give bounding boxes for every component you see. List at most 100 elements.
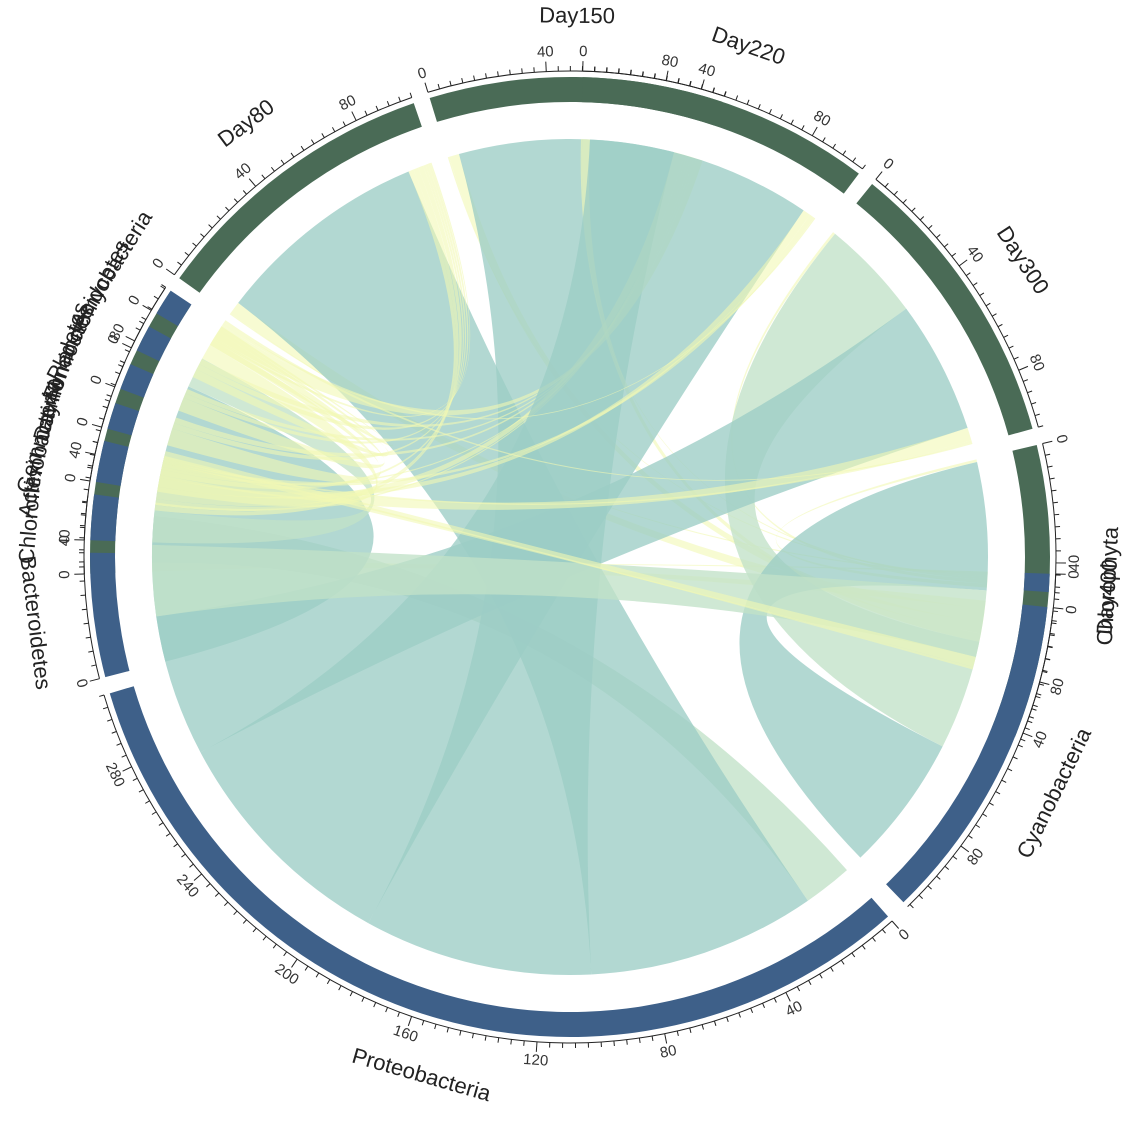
minor-tick [316, 973, 319, 977]
major-tick [90, 679, 100, 682]
minor-tick [1050, 478, 1055, 479]
taxon-label-proteobacteria: Proteobacteria [349, 1043, 494, 1107]
minor-tick [980, 293, 984, 296]
minor-tick [224, 902, 228, 906]
tick-label: 0 [1066, 570, 1083, 579]
minor-tick [87, 467, 92, 468]
minor-tick [882, 929, 885, 933]
minor-tick [111, 383, 116, 385]
tick-label: 120 [523, 1051, 549, 1070]
minor-tick [96, 430, 101, 431]
minor-tick [93, 441, 98, 442]
major-tick [959, 260, 967, 266]
minor-tick [474, 76, 475, 81]
minor-tick [944, 244, 948, 247]
minor-tick [386, 1007, 388, 1012]
minor-tick [118, 365, 123, 367]
minor-tick [763, 1003, 765, 1008]
minor-tick [122, 755, 127, 757]
minor-tick [332, 127, 334, 131]
minor-tick [1009, 346, 1014, 348]
major-tick [92, 424, 102, 427]
tick-label: 80 [658, 1042, 678, 1062]
arc-chlorophyta[interactable] [1024, 573, 1050, 592]
minor-tick [690, 1028, 691, 1033]
minor-tick [88, 651, 93, 652]
minor-tick [301, 146, 304, 150]
minor-tick [234, 911, 237, 915]
minor-tick [322, 133, 325, 137]
tick-label: 0 [1063, 605, 1081, 615]
minor-tick [820, 974, 823, 978]
minor-tick [1021, 739, 1026, 741]
minor-tick [831, 967, 834, 971]
minor-tick [952, 253, 956, 256]
minor-tick [253, 928, 256, 932]
axis-chloroflexi [84, 494, 88, 540]
minor-tick [139, 321, 143, 323]
minor-tick [872, 937, 875, 941]
major-tick [249, 179, 255, 187]
major-tick [1043, 441, 1053, 443]
minor-tick [243, 920, 246, 924]
minor-tick [1004, 335, 1008, 337]
minor-tick [99, 418, 104, 419]
minor-tick [823, 138, 826, 142]
minor-tick [998, 324, 1002, 326]
minor-tick [84, 623, 89, 624]
minor-tick [928, 886, 932, 889]
minor-tick [751, 1008, 753, 1013]
minor-tick [142, 317, 146, 319]
minor-tick [862, 945, 865, 949]
tick-label: 0 [1052, 433, 1070, 445]
arc-bacteroidetes[interactable] [90, 553, 129, 677]
minor-tick [747, 100, 749, 105]
sample-label-day300: Day300 [992, 221, 1054, 298]
minor-tick [263, 936, 266, 940]
tick-label: 160 [391, 1022, 420, 1046]
major-tick [702, 80, 705, 90]
sample-label-day220: Day220 [709, 21, 789, 70]
tick-label: 80 [336, 92, 358, 115]
major-tick [876, 172, 882, 180]
minor-tick [365, 111, 367, 116]
minor-tick [284, 952, 287, 956]
minor-tick [125, 350, 130, 352]
minor-tick [736, 95, 738, 100]
minor-tick [243, 191, 246, 195]
minor-tick [107, 719, 112, 721]
minor-tick [450, 81, 451, 86]
arc-chloroflexi[interactable] [90, 494, 119, 541]
arc-actinobacteria[interactable] [96, 441, 129, 486]
minor-tick [273, 944, 276, 948]
minor-tick [103, 406, 108, 408]
minor-tick [627, 1040, 628, 1045]
minor-tick [234, 199, 237, 203]
minor-tick [976, 825, 980, 828]
minor-tick [343, 122, 345, 126]
minor-tick [105, 400, 110, 402]
minor-tick [485, 1036, 486, 1041]
minor-tick [422, 1020, 424, 1025]
major-tick [408, 1016, 411, 1025]
major-tick [126, 336, 135, 340]
minor-tick [305, 966, 308, 970]
minor-tick [677, 1031, 678, 1036]
minor-tick [989, 803, 993, 806]
minor-tick [435, 1024, 436, 1029]
tick-label: 40 [783, 998, 806, 1021]
minor-tick [833, 144, 836, 148]
tick-label: 0 [149, 255, 168, 272]
minor-tick [86, 637, 91, 638]
minor-tick [498, 1038, 499, 1043]
minor-tick [1013, 757, 1018, 759]
minor-tick [791, 120, 793, 124]
minor-tick [281, 160, 284, 164]
minor-tick [133, 778, 137, 780]
minor-tick [1018, 745, 1023, 747]
tick-label: 0 [74, 416, 93, 429]
minor-tick [200, 234, 204, 237]
minor-tick [174, 844, 178, 847]
minor-tick [215, 893, 219, 896]
minor-tick [511, 1039, 512, 1044]
